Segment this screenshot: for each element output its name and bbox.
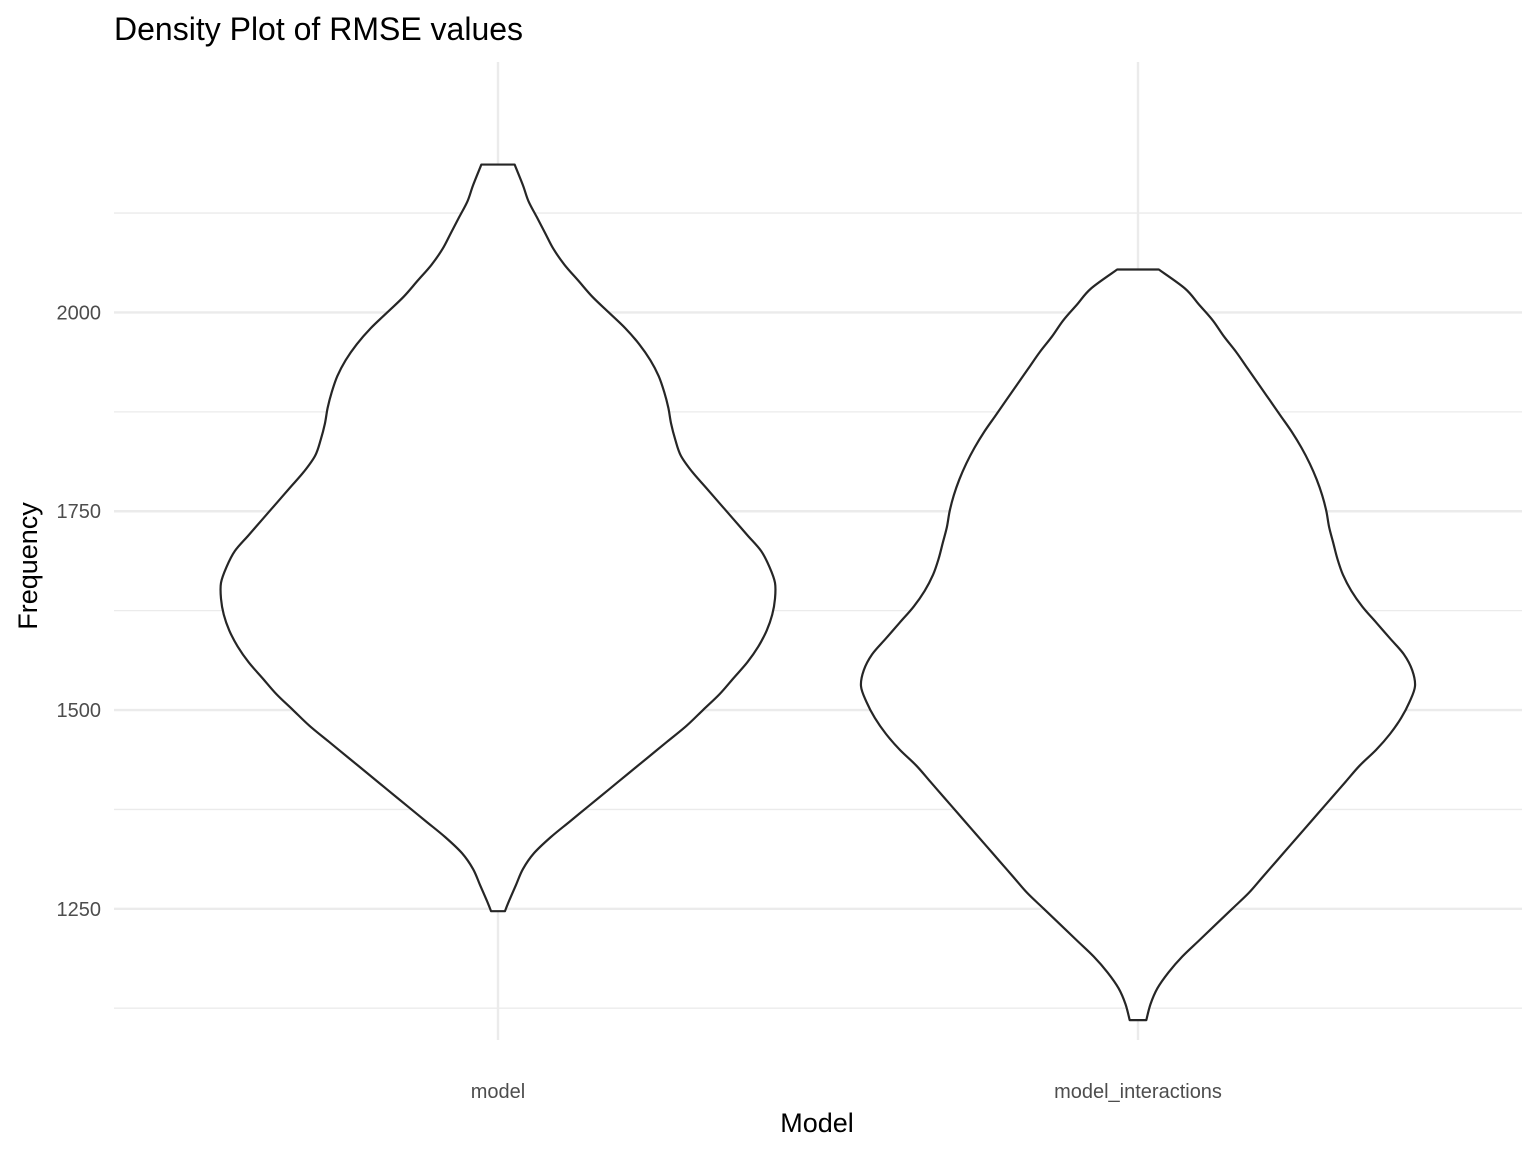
violins	[219, 163, 1417, 1022]
violin-model_interactions	[859, 268, 1417, 1022]
y-tick-label-1250: 1250	[57, 899, 102, 921]
x-axis-ticks: model model_interactions	[471, 1081, 1222, 1103]
y-axis-title: Frequency	[13, 502, 43, 630]
chart-title: Density Plot of RMSE values	[114, 11, 523, 47]
x-axis-title: Model	[780, 1108, 854, 1138]
y-axis-ticks: 1250 1500 1750 2000	[57, 302, 102, 920]
y-tick-label-1750: 1750	[57, 501, 102, 523]
y-tick-label-1500: 1500	[57, 700, 102, 722]
x-tick-label-model: model	[471, 1081, 525, 1103]
x-tick-label-model_interactions: model_interactions	[1054, 1081, 1222, 1103]
violin-model	[219, 163, 777, 913]
y-tick-label-2000: 2000	[57, 302, 102, 324]
